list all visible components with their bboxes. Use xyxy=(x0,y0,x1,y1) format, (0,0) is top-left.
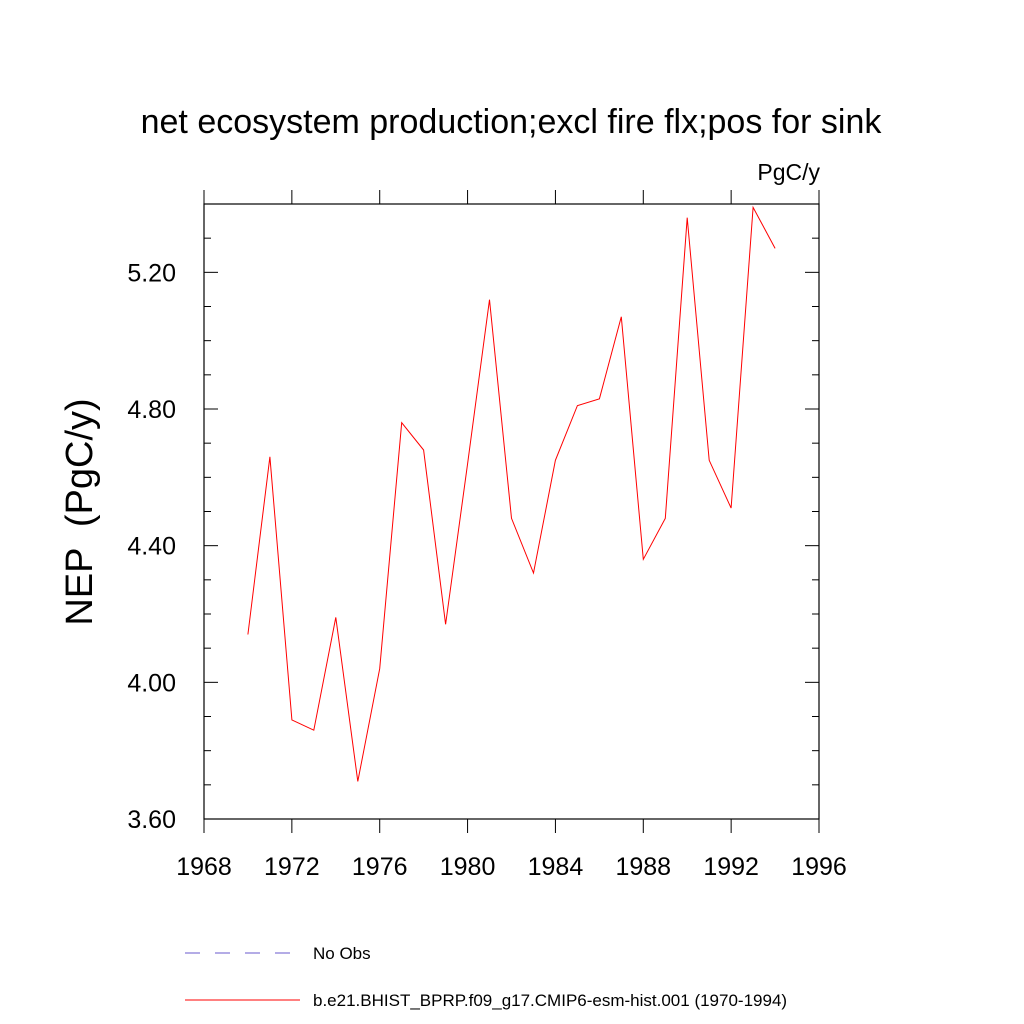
x-tick-label: 1988 xyxy=(615,853,671,881)
axis-tick-labels: 1968 1972 1976 1980 1984 1988 1992 1996 3.60 4.00… xyxy=(127,259,846,881)
x-tick-label: 1984 xyxy=(528,853,584,881)
x-tick-label: 1968 xyxy=(176,853,232,881)
legend-label-model: b.e21.BHIST_BPRP.f09_g17.CMIP6-esm-hist.… xyxy=(313,991,787,1010)
x-tick-label: 1980 xyxy=(440,853,496,881)
x-tick-label: 1972 xyxy=(264,853,320,881)
units-label: PgC/y xyxy=(757,159,820,185)
y-tick-label: 5.20 xyxy=(127,259,176,287)
axis-ticks xyxy=(203,190,820,833)
series-lines xyxy=(247,205,776,782)
y-tick-label: 4.00 xyxy=(127,669,176,697)
y-tick-label: 3.60 xyxy=(127,806,176,834)
y-axis-label: NEP (PgC/y) xyxy=(59,398,101,625)
x-tick-label: 1976 xyxy=(352,853,408,881)
y-tick-label: 4.80 xyxy=(127,396,176,424)
series-line xyxy=(247,205,776,782)
chart-title: net ecosystem production;excl fire flx;p… xyxy=(141,103,883,141)
plot-frame xyxy=(203,203,820,820)
x-tick-label: 1992 xyxy=(703,853,759,881)
y-tick-label: 4.40 xyxy=(127,533,176,561)
x-tick-label: 1996 xyxy=(791,853,847,881)
legend-label-no-obs: No Obs xyxy=(313,944,371,963)
legend: No Obs b.e21.BHIST_BPRP.f09_g17.CMIP6-es… xyxy=(185,944,787,1010)
